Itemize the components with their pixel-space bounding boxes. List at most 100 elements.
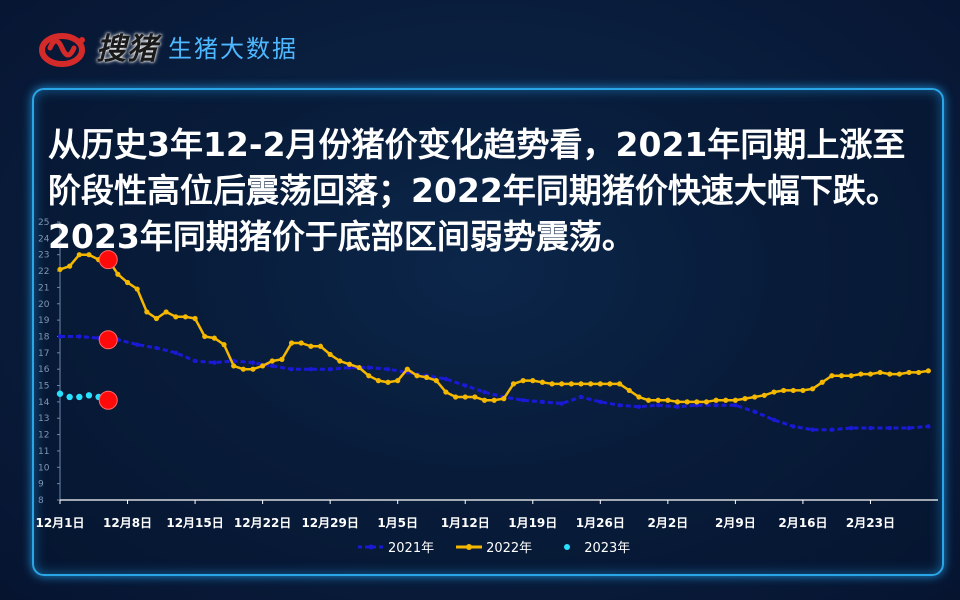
data-point-2021: [385, 366, 391, 372]
y-tick-label: 25: [38, 218, 49, 228]
data-point-2021: [868, 425, 873, 431]
data-point-2022: [269, 358, 275, 364]
data-point-2022: [279, 356, 285, 362]
data-point-2022: [838, 373, 845, 379]
chart-legend: 2021年 2022年 2023年: [358, 537, 630, 556]
data-point-2022: [240, 366, 246, 372]
data-point-2021: [810, 427, 815, 432]
series-2022年: [57, 252, 931, 405]
data-point-2022: [173, 314, 179, 320]
data-point-2021: [791, 424, 796, 429]
data-point-2022: [327, 351, 333, 358]
data-point-2022: [925, 368, 931, 374]
legend-item-2021: 2021年: [358, 537, 434, 556]
data-point-2022: [800, 387, 806, 394]
x-tick-label: 1月12日: [441, 516, 490, 530]
data-point-2022: [809, 386, 816, 392]
y-tick-label: 21: [38, 283, 49, 293]
data-point-2022: [732, 397, 738, 403]
x-tick-label: 1月5日: [377, 516, 418, 530]
legend-swatch-2022: [456, 543, 483, 550]
data-point-2022: [337, 358, 343, 364]
data-point-2022: [250, 366, 256, 372]
y-tick-label: 17: [38, 349, 49, 359]
data-point-2021: [250, 360, 256, 365]
data-point-2022: [317, 343, 324, 349]
data-point-2022: [404, 366, 410, 372]
data-point-2022: [665, 397, 671, 403]
data-point-2022: [568, 381, 574, 387]
data-point-2021: [829, 427, 835, 432]
data-point-2022: [674, 399, 681, 405]
data-point-2022: [684, 399, 690, 405]
data-point-2022: [221, 342, 227, 348]
data-point-2021: [520, 398, 526, 403]
legend-item-2022: 2022年: [456, 537, 532, 556]
data-point-2022: [877, 369, 883, 376]
data-point-2022: [549, 381, 555, 387]
data-point-2021: [289, 366, 294, 372]
data-point-2022: [781, 387, 787, 394]
y-tick-label: 20: [38, 300, 50, 310]
data-point-2022: [501, 396, 507, 402]
series-line-2022: [59, 253, 929, 404]
data-point-2022: [858, 371, 864, 377]
y-tick-label: 13: [38, 414, 49, 424]
data-point-2022: [124, 279, 131, 286]
data-point-2021: [926, 424, 931, 429]
y-tick-label: 15: [38, 382, 49, 392]
data-point-2022: [395, 378, 401, 384]
y-tick-label: 23: [38, 251, 49, 261]
data-point-2021: [482, 389, 487, 395]
data-point-2021: [212, 360, 217, 365]
brand: 搜猪 生猪大数据: [36, 22, 298, 70]
data-point-2022: [192, 315, 198, 322]
data-point-2021: [173, 350, 178, 356]
data-point-2022: [510, 381, 517, 387]
data-point-2022: [588, 381, 594, 387]
data-point-2022: [356, 364, 362, 371]
x-tick-label: 1月19日: [508, 516, 557, 530]
data-point-2021: [540, 399, 545, 405]
data-point-2022: [742, 396, 748, 402]
data-point-2022: [163, 309, 169, 315]
highlight-marker: [98, 250, 118, 270]
x-tick-label: 12月15日: [166, 516, 223, 530]
data-point-2022: [288, 340, 295, 346]
y-tick-label: 10: [38, 463, 50, 473]
data-point-2021: [771, 417, 777, 423]
data-point-2021: [617, 402, 622, 408]
data-point-2022: [607, 381, 613, 387]
data-point-2022: [771, 389, 777, 395]
data-point-2022: [433, 378, 439, 384]
data-point-2022: [443, 389, 449, 395]
x-tick-label: 2月23日: [846, 516, 895, 530]
data-point-2022: [462, 394, 468, 400]
brand-name: 搜猪: [96, 32, 158, 67]
data-point-2022: [703, 399, 710, 405]
x-tick-label: 2月9日: [715, 516, 756, 530]
data-point-2022: [346, 361, 353, 367]
data-point-2022: [723, 397, 729, 403]
y-tick-label: 12: [38, 431, 49, 441]
data-point-2022: [636, 394, 642, 400]
x-tick-label: 2月16日: [778, 516, 827, 530]
legend-item-2023: 2023年: [554, 537, 630, 556]
data-point-2023: [66, 393, 73, 401]
data-point-2022: [115, 271, 121, 277]
data-point-2022: [424, 374, 430, 380]
data-point-2022: [896, 371, 903, 377]
legend-label-2022: 2022年: [486, 541, 533, 556]
data-point-2022: [848, 373, 854, 379]
data-point-2022: [308, 343, 314, 349]
y-tick-label: 14: [38, 398, 50, 408]
data-point-2022: [491, 397, 497, 403]
data-point-2021: [308, 366, 314, 372]
data-point-2022: [202, 333, 208, 340]
x-tick-label: 2月2日: [647, 516, 688, 530]
data-point-2022: [655, 397, 661, 403]
data-point-2023: [56, 390, 64, 397]
data-point-2022: [366, 373, 372, 379]
data-point-2022: [231, 363, 237, 369]
